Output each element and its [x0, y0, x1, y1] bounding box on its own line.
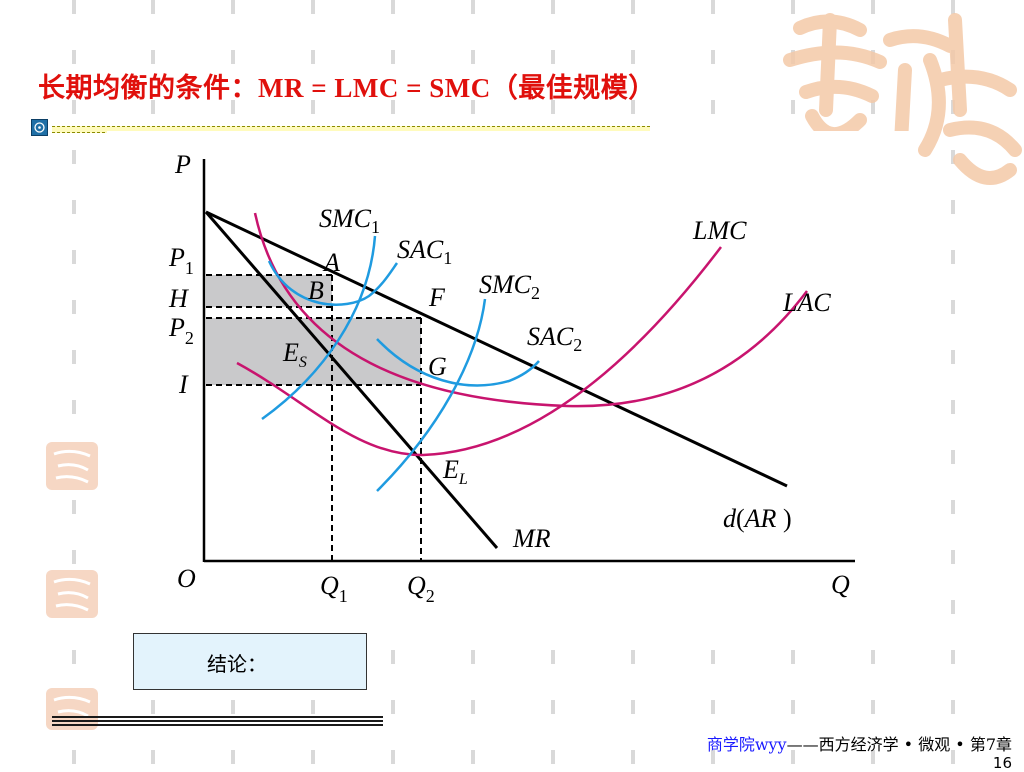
diagram-svg: P Q O P1 H P2 I Q1 Q2 SMC1 SAC1 SMC2 SAC… — [168, 150, 855, 606]
curve-label-mr: MR — [512, 524, 551, 553]
curve-label-sac2: SAC2 — [527, 322, 582, 355]
demand-curve-ar — [205, 210, 788, 488]
curve-label-dar: d(AR ) — [723, 504, 792, 533]
point-label-b: B — [308, 276, 324, 305]
smc2-curve — [376, 298, 487, 492]
title-chinese: 长期均衡的条件： — [38, 73, 258, 104]
price-label-p2: P2 — [168, 313, 194, 348]
seal-stamp-3 — [46, 688, 98, 730]
point-label-g: G — [428, 352, 447, 381]
quantity-label-q1: Q1 — [320, 571, 348, 606]
price-label-h: H — [168, 284, 189, 313]
price-label-i: I — [178, 370, 189, 399]
quantity-label-q2: Q2 — [407, 571, 435, 606]
lmc-curve — [236, 246, 722, 457]
title-formula: MR = LMC = SMC — [258, 73, 491, 103]
lac-curve — [253, 212, 808, 408]
title-suffix: （最佳规模） — [490, 73, 656, 104]
curve-label-smc2: SMC2 — [479, 270, 540, 303]
axis-label-q: Q — [831, 570, 850, 599]
footer-course: ——西方经济学 • 微观 • 第7章 — [786, 735, 1012, 754]
point-label-f: F — [428, 283, 446, 312]
point-label-el: EL — [442, 455, 468, 488]
conclusion-box: 结论： — [133, 633, 367, 690]
point-label-a: A — [322, 248, 340, 277]
curve-label-lac: LAC — [782, 288, 831, 317]
page-number: 16 — [992, 754, 1012, 772]
equilibrium-diagram: P Q O P1 H P2 I Q1 Q2 SMC1 SAC1 SMC2 SAC… — [107, 131, 915, 627]
curve-label-sac1: SAC1 — [397, 235, 452, 268]
mr-curve — [204, 211, 499, 549]
price-label-p1: P1 — [168, 243, 194, 278]
axis-label-p: P — [174, 150, 191, 179]
seal-stamp-2 — [46, 570, 98, 618]
smc1-curve — [261, 235, 377, 421]
footer: 商学院wyy——西方经济学 • 微观 • 第7章 — [707, 731, 1012, 755]
seal-stamp-1 — [46, 442, 98, 490]
slide-title: 长期均衡的条件：MR = LMC = SMC（最佳规模） — [38, 66, 656, 105]
origin-label: O — [177, 564, 196, 593]
bottom-rule — [52, 716, 383, 728]
curve-label-smc1: SMC1 — [319, 204, 380, 237]
footer-school: 商学院wyy — [706, 735, 787, 754]
sac2-curve — [376, 338, 540, 387]
curve-label-lmc: LMC — [692, 216, 747, 245]
bullet-icon — [31, 119, 48, 136]
sac1-curve — [267, 260, 399, 306]
conclusion-label: 结论： — [207, 652, 267, 676]
